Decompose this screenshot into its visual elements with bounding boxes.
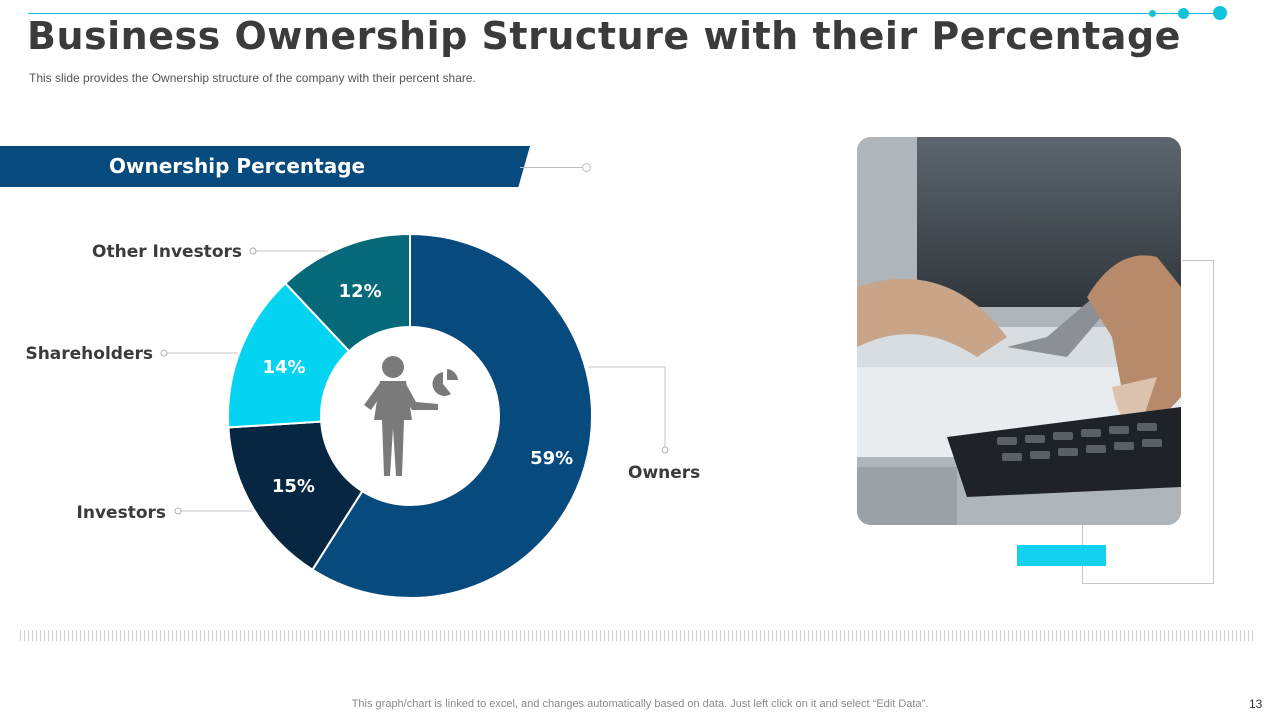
accent-dot-medium	[1178, 8, 1189, 19]
calculator-photo	[857, 137, 1181, 525]
category-label-other-investors: Other Investors	[92, 242, 242, 262]
top-accent-line	[28, 13, 1218, 14]
photo-frame-top	[1182, 260, 1213, 261]
leader-dot-shareholders	[160, 349, 168, 357]
category-label-investors: Investors	[77, 503, 166, 523]
hand-using-calculator-photo	[857, 137, 1181, 525]
category-label-owners: Owners	[628, 463, 700, 483]
accent-dot-large	[1213, 6, 1227, 20]
accent-block	[1017, 545, 1106, 566]
leader-dot-investors	[174, 507, 182, 515]
page-title: Business Ownership Structure with their …	[27, 14, 1181, 58]
slice-owners	[311, 232, 593, 599]
slice-investors	[227, 420, 364, 572]
photo-frame-bottom	[1082, 583, 1214, 584]
leader-dot-owners	[661, 446, 669, 454]
data-label-shareholders: 14%	[262, 357, 305, 378]
accent-dot-small	[1149, 10, 1156, 17]
category-label-shareholders: Shareholders	[25, 344, 153, 364]
banner-label: Ownership Percentage	[109, 154, 366, 178]
data-label-investors: 15%	[272, 476, 315, 497]
page-number: 13	[1249, 697, 1263, 711]
banner-connector-dot	[582, 163, 591, 172]
leader-line-owners	[588, 366, 666, 450]
section-banner	[0, 146, 530, 187]
page-subtitle: This slide provides the Ownership struct…	[29, 71, 476, 85]
data-label-owners: 59%	[530, 448, 573, 469]
data-label-other-investors: 12%	[339, 281, 382, 302]
photo-frame-right	[1213, 260, 1214, 584]
leader-dot-other-investors	[249, 247, 257, 255]
tick-divider	[20, 630, 1256, 641]
slice-other-investors	[283, 232, 411, 353]
businessman-with-pie-chart-icon	[364, 356, 458, 476]
footnote: This graph/chart is linked to excel, and…	[351, 698, 929, 710]
banner-connector-line	[520, 167, 582, 168]
